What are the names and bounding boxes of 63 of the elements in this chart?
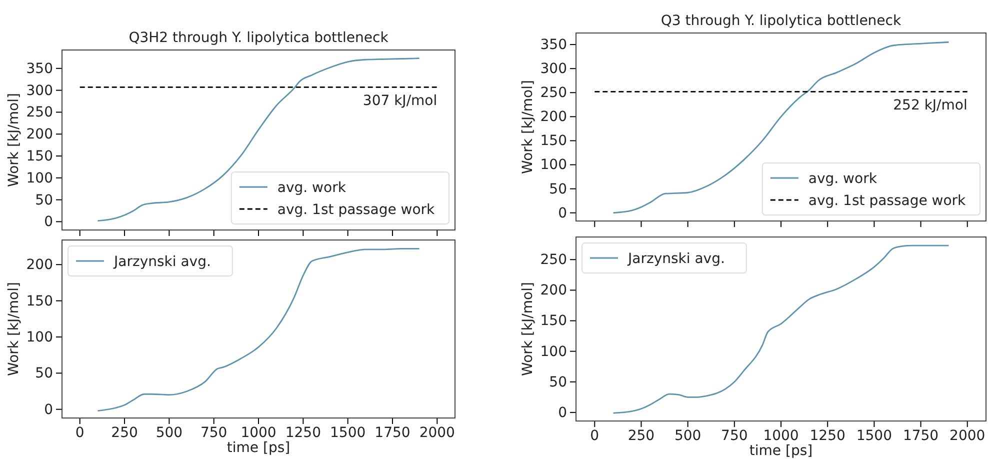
y-tick-label: 200	[26, 126, 53, 143]
y-tick-label: 100	[26, 329, 53, 346]
y-tick-label: 0	[44, 402, 53, 418]
y-tick-label: 0	[558, 404, 567, 421]
y-tick-label: 100	[540, 344, 567, 360]
x-tick-label: 2000	[419, 424, 455, 441]
y-tick-label: 200	[26, 257, 53, 274]
x-tick-label: 1750	[902, 428, 939, 444]
chart-title: Q3H2 through Y. lipolytica bottleneck	[128, 30, 390, 46]
legend-label: avg. 1st passage work	[277, 202, 436, 218]
y-tick-label: 350	[540, 37, 567, 54]
x-tick-label: 250	[111, 424, 138, 441]
x-tick-label: 1500	[330, 424, 366, 441]
y-tick-label: 250	[540, 85, 567, 102]
x-axis-title: time [ps]	[226, 440, 290, 456]
line-series	[612, 244, 950, 414]
legend-label: avg. work	[277, 180, 347, 196]
legend-label: Jarzynski avg.	[627, 251, 725, 267]
line-series	[97, 248, 420, 412]
x-tick-label: 1750	[374, 424, 410, 441]
y-tick-label: 250	[26, 104, 53, 121]
chart-title: Q3 through Y. lipolytica bottleneck	[660, 13, 902, 29]
x-tick-label: 500	[156, 424, 183, 441]
y-tick-label: 150	[540, 313, 567, 330]
x-tick-label: 1000	[240, 424, 276, 441]
x-tick-label: 1250	[285, 424, 321, 441]
y-tick-label: 150	[540, 133, 567, 150]
y-tick-label: 150	[26, 293, 53, 310]
legend-label: Jarzynski avg.	[113, 254, 211, 270]
x-tick-label: 750	[200, 424, 228, 441]
y-tick-label: 150	[26, 148, 53, 164]
y-tick-label: 50	[549, 374, 567, 390]
x-axis-title: time [ps]	[749, 443, 813, 459]
y-tick-label: 200	[540, 109, 567, 126]
x-tick-label: 250	[628, 428, 655, 444]
y-tick-label: 0	[558, 205, 567, 222]
x-tick-label: 500	[674, 428, 702, 444]
y-tick-label: 350	[26, 60, 53, 77]
y-tick-label: 50	[35, 192, 53, 208]
y-tick-label: 300	[26, 82, 53, 99]
x-tick-label: 1000	[763, 428, 799, 444]
y-tick-label: 100	[26, 170, 53, 186]
y-tick-label: 250	[540, 252, 567, 268]
x-tick-label: 1250	[810, 428, 846, 444]
y-tick-label: 100	[540, 157, 567, 174]
y-tick-label: 50	[549, 181, 567, 198]
y-axis-title: Work [kJ/mol]	[520, 282, 536, 376]
y-axis-title: Work [kJ/mol]	[6, 282, 22, 376]
x-tick-label: 750	[721, 428, 748, 444]
x-tick-label: 2000	[950, 428, 986, 444]
annotation: 252 kJ/mol	[893, 98, 968, 114]
x-tick-label: 0	[590, 428, 600, 444]
x-tick-label: 0	[75, 424, 84, 441]
y-axis-title: Work [kJ/mol]	[6, 93, 22, 187]
y-tick-label: 50	[35, 366, 53, 382]
y-tick-label: 0	[44, 214, 53, 230]
legend-label: avg. work	[808, 171, 878, 187]
x-tick-label: 1500	[856, 428, 892, 444]
y-tick-label: 200	[540, 282, 567, 299]
legend-label: avg. 1st passage work	[808, 193, 967, 209]
annotation: 307 kJ/mol	[362, 93, 438, 110]
y-tick-label: 300	[540, 61, 567, 78]
y-axis-title: Work [kJ/mol]	[520, 80, 536, 174]
